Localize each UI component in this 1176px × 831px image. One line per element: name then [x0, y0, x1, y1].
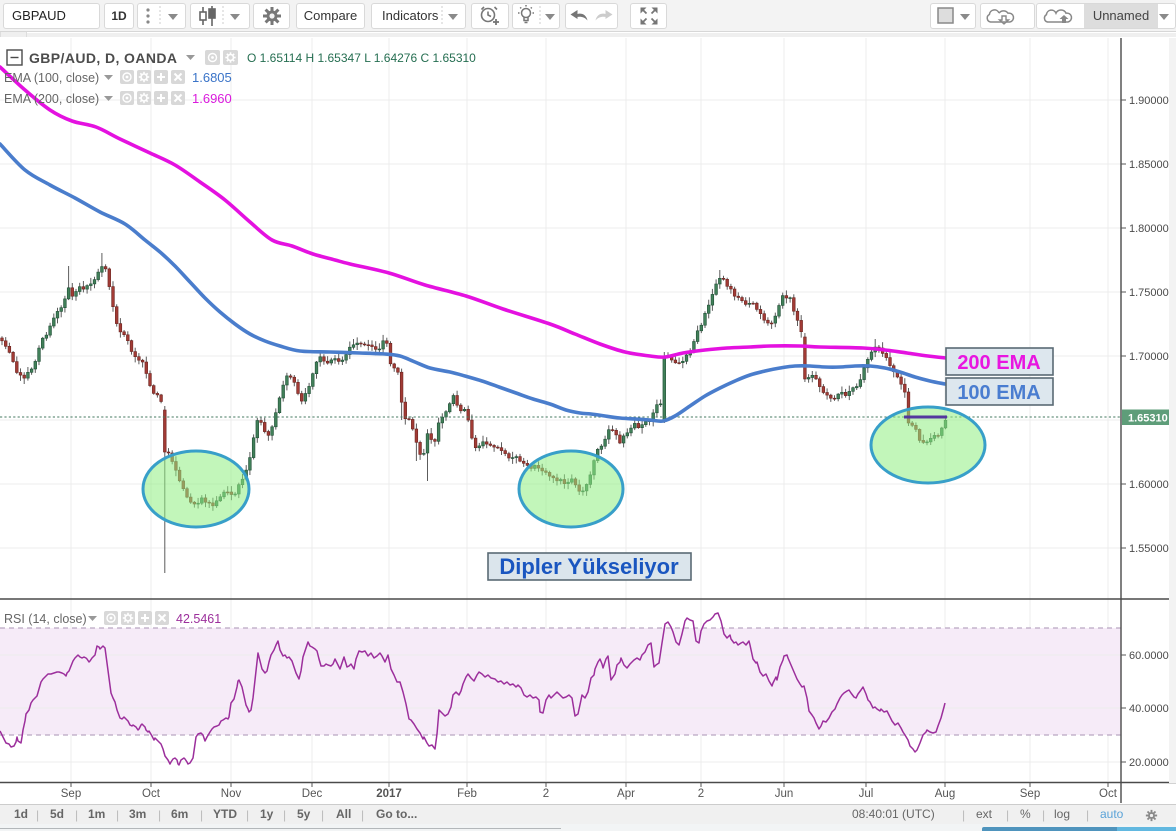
- svg-text:Jul: Jul: [859, 788, 874, 800]
- svg-text:Apr: Apr: [617, 788, 635, 800]
- svg-text:2: 2: [698, 788, 704, 800]
- svg-text:Aug: Aug: [935, 788, 955, 800]
- svg-text:GBP/AUD, D, OANDA: GBP/AUD, D, OANDA: [29, 50, 177, 66]
- svg-text:O 1.65114 H 1.65347 L 1.64276: O 1.65114 H 1.65347 L 1.64276 C 1.65310: [247, 51, 476, 65]
- svg-text:1.85000: 1.85000: [1129, 159, 1169, 171]
- svg-text:20.0000: 20.0000: [1129, 757, 1169, 769]
- svg-text:1.90000: 1.90000: [1129, 95, 1169, 107]
- svg-text:Dipler Yükseliyor: Dipler Yükseliyor: [499, 554, 679, 579]
- svg-text:Oct: Oct: [1099, 788, 1118, 800]
- svg-text:2017: 2017: [376, 788, 402, 800]
- svg-text:Feb: Feb: [457, 788, 477, 800]
- svg-text:EMA (100, close): EMA (100, close): [4, 71, 99, 85]
- svg-text:1.70000: 1.70000: [1129, 351, 1169, 363]
- svg-text:1.80000: 1.80000: [1129, 223, 1169, 235]
- svg-text:2: 2: [543, 788, 549, 800]
- svg-text:1.65310: 1.65310: [1128, 413, 1168, 425]
- svg-text:42.5461: 42.5461: [176, 612, 221, 626]
- svg-text:Sep: Sep: [61, 788, 81, 800]
- svg-text:EMA (200, close): EMA (200, close): [4, 92, 99, 106]
- svg-text:100 EMA: 100 EMA: [957, 382, 1040, 404]
- svg-text:RSI (14, close): RSI (14, close): [4, 612, 87, 626]
- svg-text:Nov: Nov: [221, 788, 242, 800]
- svg-text:1.6805: 1.6805: [192, 70, 232, 85]
- svg-text:1.60000: 1.60000: [1129, 479, 1169, 491]
- svg-text:60.0000: 60.0000: [1129, 650, 1169, 662]
- svg-text:Dec: Dec: [302, 788, 323, 800]
- svg-text:200 EMA: 200 EMA: [957, 352, 1040, 374]
- svg-text:1.55000: 1.55000: [1129, 543, 1169, 555]
- svg-text:Sep: Sep: [1020, 788, 1040, 800]
- svg-text:1.75000: 1.75000: [1129, 287, 1169, 299]
- svg-text:1.6960: 1.6960: [192, 91, 232, 106]
- svg-text:Jun: Jun: [775, 788, 794, 800]
- svg-text:Oct: Oct: [142, 788, 161, 800]
- svg-text:40.0000: 40.0000: [1129, 703, 1169, 715]
